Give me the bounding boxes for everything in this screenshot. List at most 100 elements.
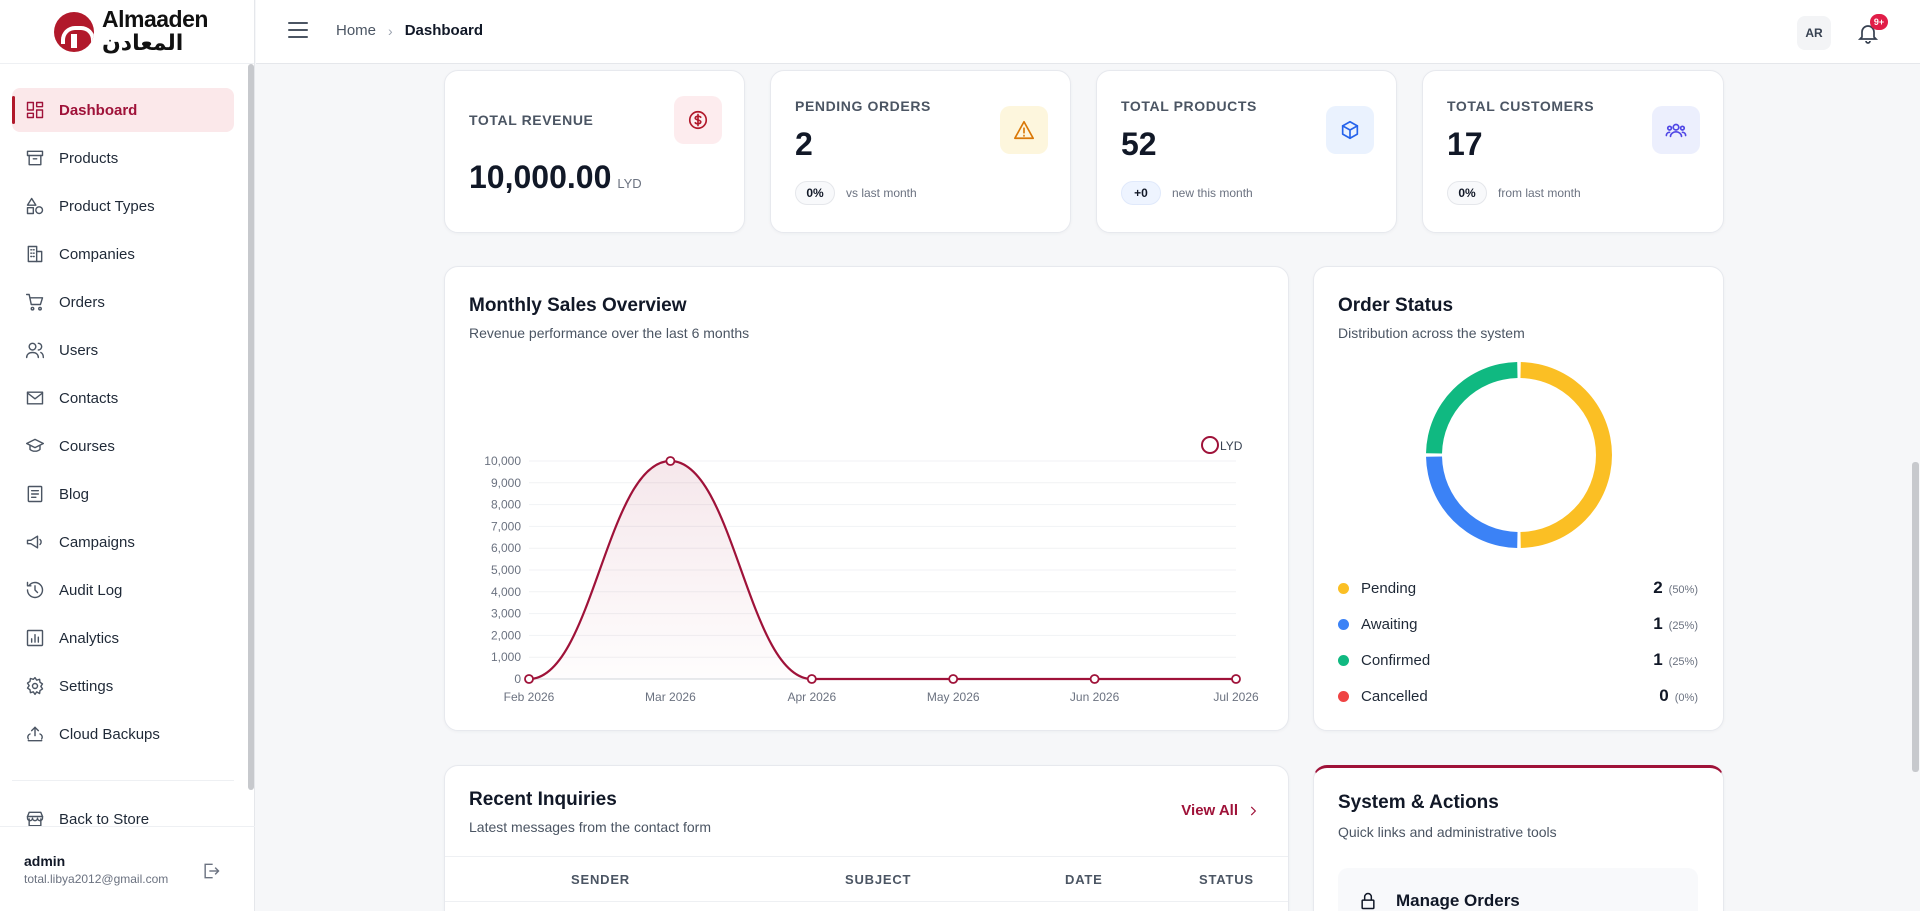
data-point[interactable] (665, 456, 676, 466)
manage-orders-button[interactable]: Manage Orders (1338, 868, 1698, 911)
sidebar-item-orders[interactable]: Orders (12, 280, 234, 324)
sidebar-item-cloud-backups[interactable]: Cloud Backups (12, 712, 234, 756)
sidebar-item-campaigns[interactable]: Campaigns (12, 520, 234, 564)
notification-badge: 9+ (1870, 14, 1888, 30)
sidebar-item-audit-log[interactable]: Audit Log (12, 568, 234, 612)
data-point[interactable] (806, 674, 817, 684)
graduation-cap-icon (25, 436, 45, 456)
stat-label: TOTAL REVENUE (469, 112, 594, 128)
donut-slice-confirmed[interactable] (1426, 362, 1518, 454)
main-scrollbar[interactable] (1912, 462, 1919, 772)
column-header-subject[interactable]: SUBJECT (845, 872, 912, 887)
breadcrumb-current: Dashboard (404, 22, 484, 39)
sidebar-item-analytics[interactable]: Analytics (12, 616, 234, 660)
sidebar-item-label: Campaigns (59, 533, 135, 551)
sidebar-item-blog[interactable]: Blog (12, 472, 234, 516)
sidebar-item-label: Products (59, 149, 119, 167)
data-point[interactable] (524, 674, 534, 684)
user-profile: admin total.libya2012@gmail.com (0, 826, 255, 911)
order-status-title: Order Status (1338, 295, 1454, 316)
y-tick-label: 2,000 (491, 628, 521, 642)
bar-chart-icon (25, 628, 45, 648)
cart-icon (25, 292, 45, 312)
notifications-button[interactable]: 9+ (1856, 14, 1888, 46)
sidebar-item-label: Settings (59, 677, 114, 695)
sidebar-item-label: Contacts (59, 389, 119, 407)
x-tick-label: Apr 2026 (787, 690, 836, 704)
trend-pill: 0% (795, 181, 835, 205)
brand-logo[interactable]: Almaaden المعادن (0, 0, 254, 64)
logout-button[interactable] (201, 861, 221, 881)
order-status-card: Order Status Distribution across the sys… (1313, 266, 1724, 731)
view-all-label: View All (1181, 802, 1238, 819)
stat-card-revenue: TOTAL REVENUE 10,000.00 LYD (444, 70, 745, 233)
order-status-subtitle: Distribution across the system (1338, 325, 1525, 341)
y-tick-label: 1,000 (491, 650, 521, 664)
breadcrumb-home-link[interactable]: Home (336, 22, 377, 39)
stat-value: 10,000.00 LYD (469, 159, 642, 196)
mail-icon (25, 388, 45, 408)
y-tick-label: 10,000 (484, 454, 521, 468)
sidebar-item-label: Blog (59, 485, 90, 503)
legend-item-pending: Pending 2 (50%) (1338, 577, 1698, 599)
sidebar-item-contacts[interactable]: Contacts (12, 376, 234, 420)
sidebar-scrollbar[interactable] (248, 64, 254, 790)
sidebar-item-product-types[interactable]: Product Types (12, 184, 234, 228)
sidebar-item-label: Users (59, 341, 99, 359)
legend-dot (1338, 618, 1349, 630)
data-point[interactable] (1089, 674, 1100, 684)
stat-card-pending-orders: PENDING ORDERS 2 0% vs last month (770, 70, 1071, 233)
legend-value: 0 (0%) (1659, 686, 1698, 706)
menu-toggle-button[interactable] (288, 22, 308, 42)
sidebar-item-label: Cloud Backups (59, 725, 160, 743)
sidebar-divider (12, 780, 234, 781)
y-tick-label: 3,000 (491, 607, 521, 621)
column-header-sender[interactable]: SENDER (571, 872, 630, 887)
donut-slice-awaiting[interactable] (1426, 456, 1518, 548)
y-tick-label: 8,000 (491, 498, 521, 512)
recent-inquiries-subtitle: Latest messages from the contact form (469, 819, 711, 835)
legend-label: Pending (1361, 579, 1417, 597)
cloud-backup-icon (25, 724, 45, 744)
sidebar-item-label: Audit Log (59, 581, 123, 599)
stat-trend: 0% vs last month (795, 181, 917, 205)
sidebar-item-dashboard[interactable]: Dashboard (12, 88, 234, 132)
trend-note: from last month (1498, 186, 1581, 200)
y-tick-label: 4,000 (491, 585, 521, 599)
column-header-status[interactable]: STATUS (1199, 872, 1254, 887)
sidebar-item-courses[interactable]: Courses (12, 424, 234, 468)
legend-percent: (25%) (1668, 620, 1698, 632)
back-to-store-link[interactable]: Back to Store (12, 797, 235, 841)
megaphone-icon (25, 532, 45, 552)
donut-slice-pending[interactable] (1520, 362, 1612, 548)
users-icon (25, 340, 45, 360)
store-icon (25, 809, 45, 829)
dashboard-icon (25, 100, 45, 120)
stat-value: 17 (1447, 126, 1483, 162)
sidebar-item-companies[interactable]: Companies (12, 232, 234, 276)
sidebar-item-products[interactable]: Products (12, 136, 234, 180)
view-all-link[interactable]: View All (1181, 802, 1260, 819)
data-point[interactable] (948, 674, 959, 684)
recent-inquiries-card: Recent Inquiries Latest messages from th… (444, 765, 1289, 911)
archive-icon (25, 148, 45, 168)
revenue-unit: LYD (617, 176, 642, 191)
sidebar-item-users[interactable]: Users (12, 328, 234, 372)
legend-label: Confirmed (1361, 651, 1431, 669)
legend-value: 2 (50%) (1653, 578, 1698, 598)
x-tick-label: Mar 2026 (645, 690, 696, 704)
legend-marker[interactable] (1201, 436, 1219, 454)
column-header-date[interactable]: DATE (1065, 872, 1103, 887)
sidebar-item-label: Courses (59, 437, 115, 455)
sidebar-item-settings[interactable]: Settings (12, 664, 234, 708)
user-name: admin (24, 853, 66, 869)
lock-icon (1361, 892, 1375, 910)
user-avatar[interactable]: AR (1797, 16, 1831, 50)
data-point[interactable] (1231, 674, 1241, 684)
stat-value: 2 (795, 126, 813, 162)
legend-label: LYD (1220, 439, 1243, 453)
stat-label: TOTAL CUSTOMERS (1447, 98, 1595, 114)
y-tick-label: 7,000 (491, 519, 521, 533)
system-actions-title: System & Actions (1338, 792, 1499, 813)
brand-name-en: Almaaden (102, 6, 208, 32)
